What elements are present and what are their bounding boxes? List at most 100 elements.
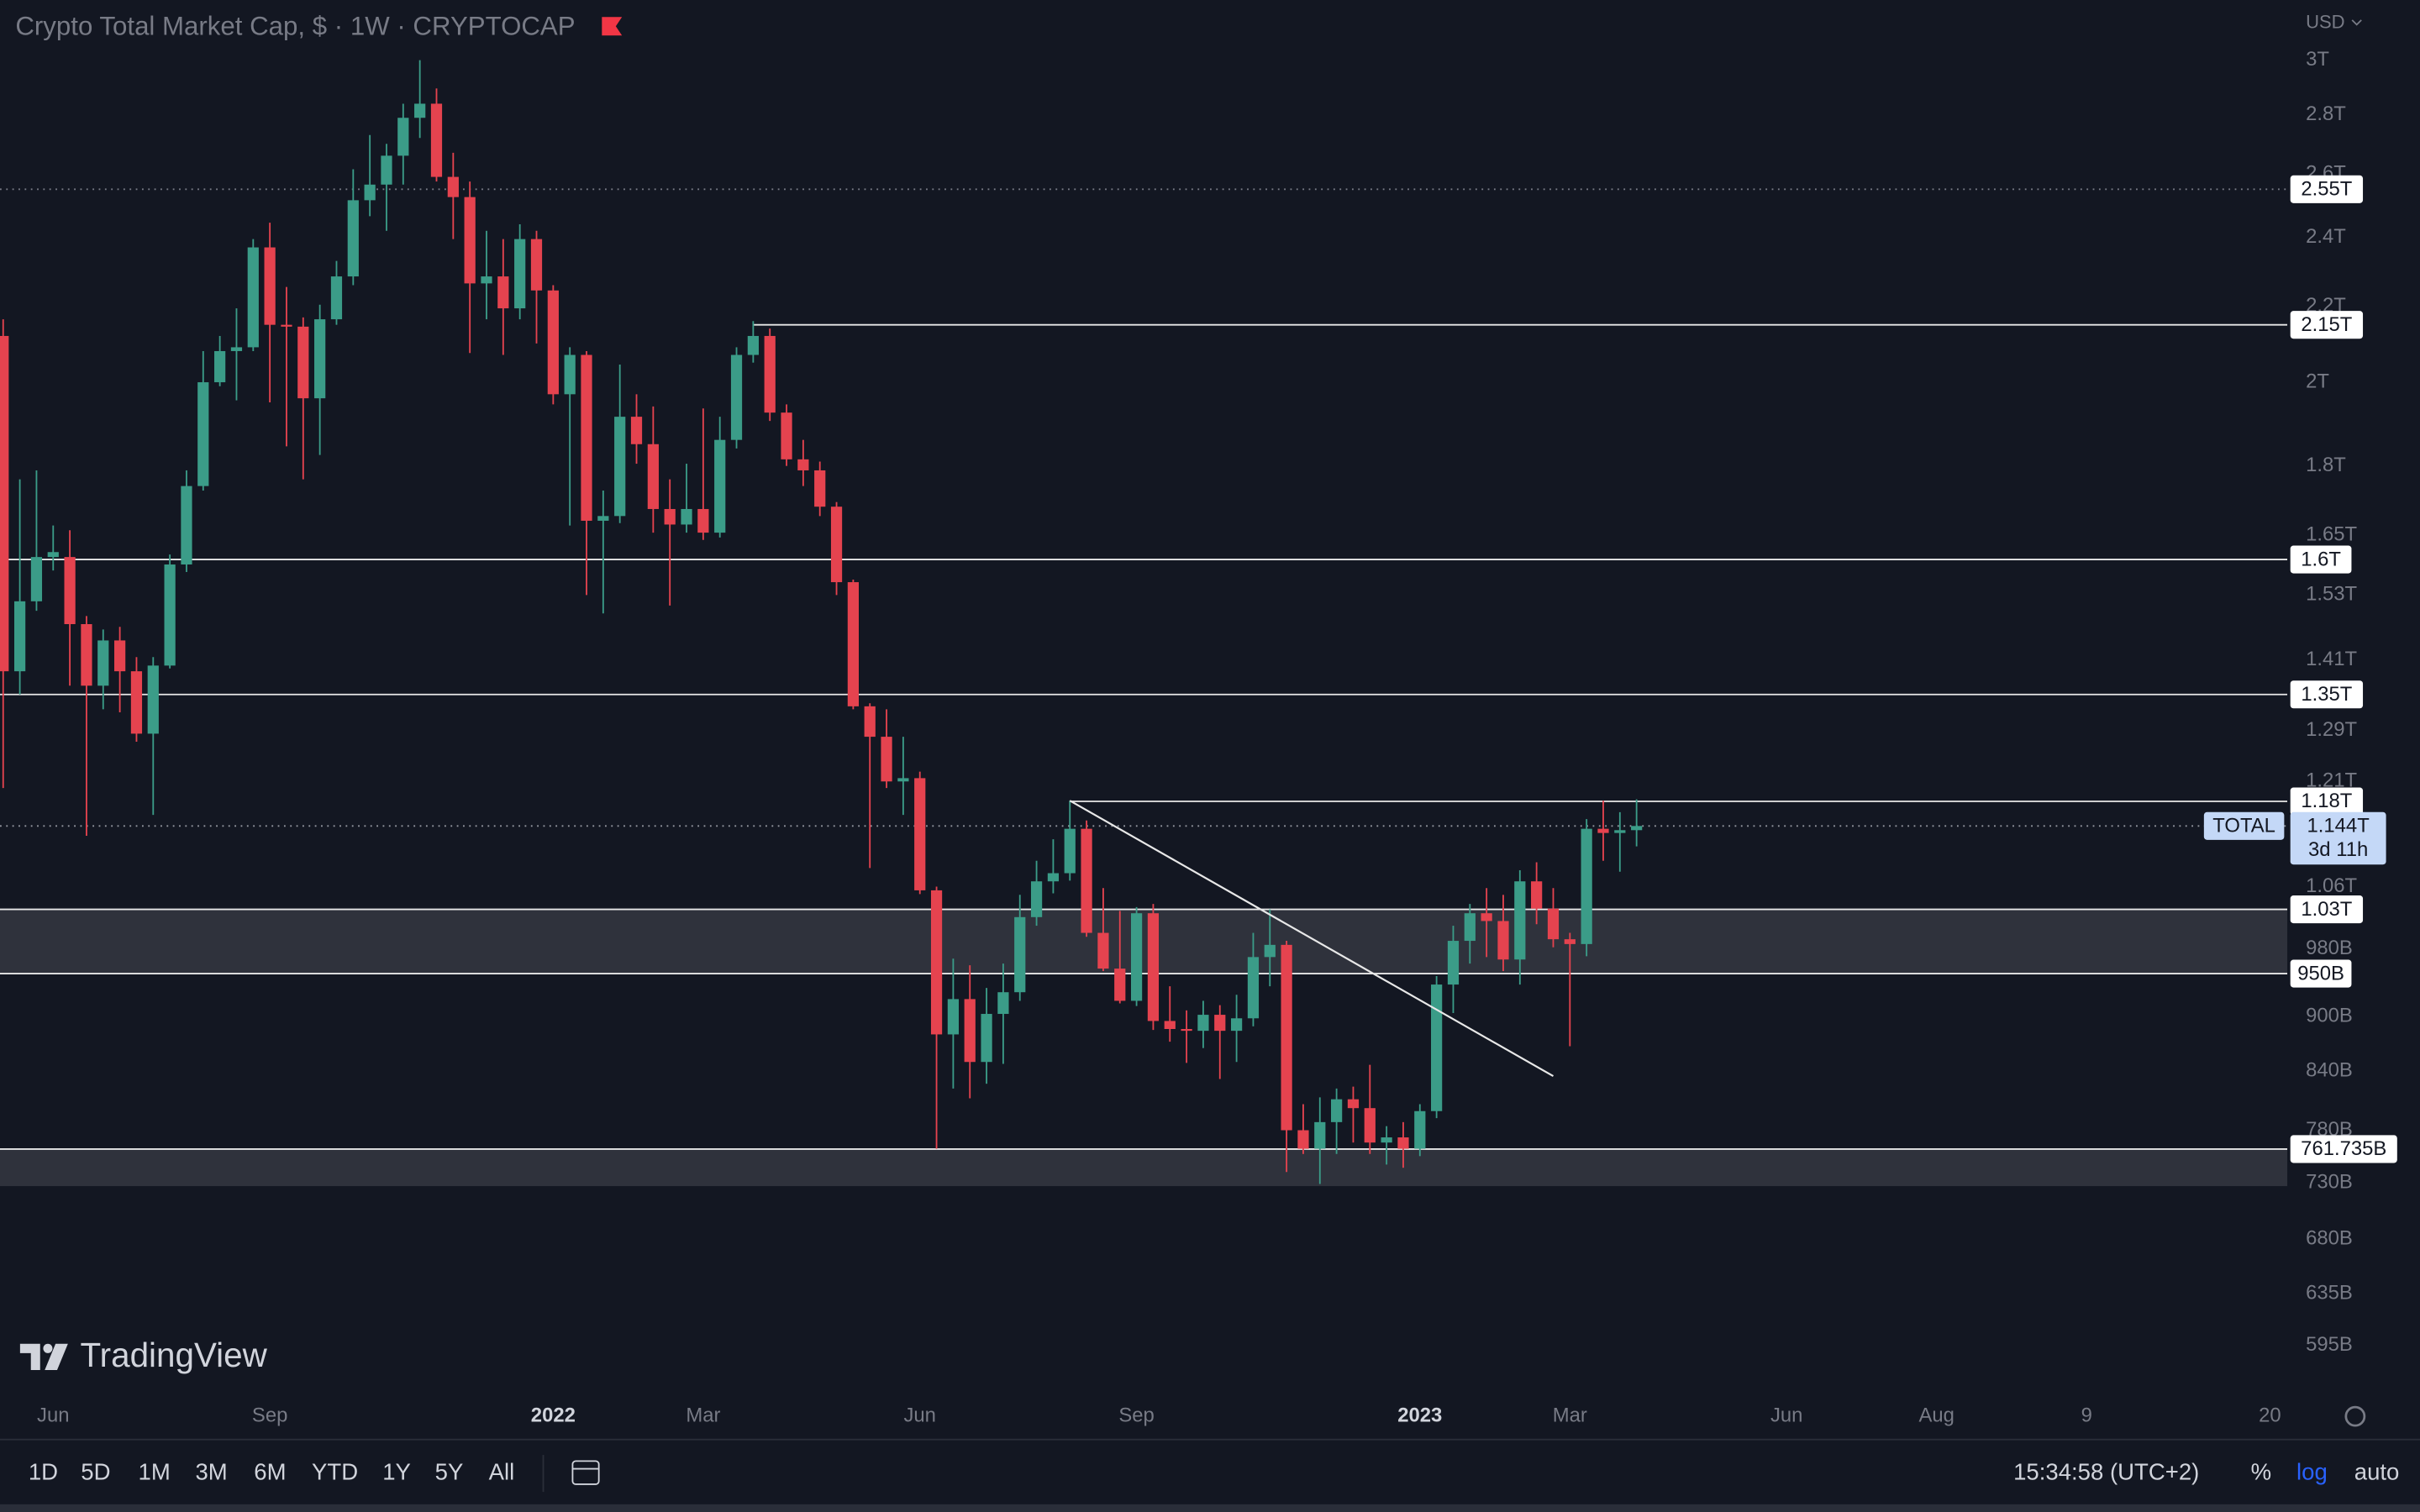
- candle-body: [281, 324, 292, 327]
- candle-body: [247, 247, 259, 348]
- range-button[interactable]: 3M: [195, 1458, 227, 1484]
- x-tick-label: 2023: [1397, 1404, 1442, 1426]
- symbol-box: [2203, 811, 2285, 840]
- candle-body: [1481, 913, 1492, 921]
- y-tick-label: 680B: [2306, 1227, 2353, 1250]
- y-tick-label: 2.8T: [2306, 102, 2346, 125]
- calendar-icon[interactable]: [571, 1460, 600, 1485]
- candle-body: [714, 439, 726, 533]
- candle-body: [64, 557, 76, 624]
- candle-body: [1130, 913, 1143, 1001]
- x-tick-label: Mar: [1553, 1404, 1587, 1426]
- logo-mark: [19, 1343, 40, 1371]
- candle-body: [897, 778, 909, 782]
- range-button[interactable]: 1D: [29, 1458, 58, 1484]
- level-label-box: [2290, 895, 2364, 924]
- chevron: [2351, 19, 2362, 26]
- candle-body: [997, 992, 1009, 1015]
- candle-body: [1147, 913, 1160, 1021]
- candle-body: [647, 444, 659, 509]
- settings-icon[interactable]: [2344, 1405, 2366, 1427]
- trendline: [1069, 800, 1555, 1078]
- range-button[interactable]: YTD: [312, 1458, 358, 1484]
- candle-body: [481, 276, 492, 284]
- y-tick-label: 1.65T: [2306, 522, 2357, 545]
- candle-body: [864, 706, 876, 738]
- candle-body: [464, 197, 476, 284]
- y-tick-label: 980B: [2306, 937, 2353, 959]
- candle-body: [1614, 830, 1626, 833]
- clock: 15:34:58 (UTC+2): [2013, 1458, 2199, 1484]
- candle-body: [781, 412, 792, 459]
- last-price-label: 1.144T: [2307, 815, 2370, 837]
- candle-body: [214, 350, 226, 383]
- range-button[interactable]: 1M: [139, 1458, 171, 1484]
- x-tick-label: Sep: [252, 1404, 287, 1426]
- y-tick-label: 1.53T: [2306, 583, 2357, 606]
- candle-body: [397, 118, 409, 156]
- candle-body: [1447, 941, 1460, 985]
- candle-body: [581, 354, 592, 521]
- percent-toggle[interactable]: %: [2251, 1458, 2272, 1484]
- candle-body: [114, 640, 126, 672]
- range-button[interactable]: 1Y: [382, 1458, 411, 1484]
- candle-body: [1431, 984, 1443, 1111]
- range-button[interactable]: 5D: [81, 1458, 110, 1484]
- candle-body: [497, 276, 509, 309]
- candle-body: [297, 326, 309, 399]
- candle-body: [1464, 913, 1476, 942]
- candle-body: [130, 671, 143, 734]
- zone: [0, 1148, 2288, 1187]
- candle-body: [747, 335, 759, 355]
- candle-body: [1547, 908, 1560, 940]
- chart-title: Crypto Total Market Cap, $ · 1W · CRYPTO…: [15, 11, 575, 40]
- log-toggle[interactable]: log: [2296, 1458, 2328, 1484]
- level-label: 1.6T: [2301, 548, 2341, 570]
- candle-body: [1281, 944, 1292, 1131]
- x-tick-label: Jun: [903, 1404, 935, 1426]
- y-tick-label: 2.4T: [2306, 225, 2346, 248]
- level-label-box: [2290, 959, 2352, 988]
- candle-body: [164, 564, 176, 666]
- x-tick-label: Mar: [686, 1404, 720, 1426]
- level-label: 761.735B: [2301, 1137, 2386, 1160]
- candle-body: [264, 247, 276, 325]
- range-button[interactable]: All: [489, 1458, 515, 1484]
- candle-body: [47, 552, 59, 558]
- level-label-box: [2290, 175, 2364, 203]
- candle-body: [1264, 944, 1276, 958]
- candle-body: [1097, 932, 1109, 969]
- candle-body: [0, 335, 9, 672]
- level-label: 2.55T: [2301, 178, 2352, 201]
- candle-body: [764, 335, 776, 413]
- candle-body: [1631, 826, 1643, 831]
- candle-body: [230, 347, 243, 351]
- flag-icon: [602, 17, 623, 36]
- candle-body: [197, 382, 209, 486]
- candle-body: [914, 778, 926, 890]
- candle-body: [1214, 1015, 1226, 1032]
- auto-toggle[interactable]: auto: [2354, 1458, 2400, 1484]
- candle-body: [1030, 881, 1043, 917]
- calendar-frame: [571, 1460, 600, 1485]
- candle-body: [1381, 1137, 1392, 1143]
- y-tick-label: 840B: [2306, 1059, 2353, 1082]
- range-button[interactable]: 6M: [254, 1458, 286, 1484]
- currency-selector[interactable]: USD: [2306, 11, 2345, 32]
- candle-body: [1414, 1110, 1426, 1149]
- y-tick-label: 595B: [2306, 1333, 2353, 1356]
- candle-body: [547, 290, 559, 395]
- level-label-box: [2290, 545, 2352, 574]
- candle-body: [697, 508, 709, 533]
- range-button[interactable]: 5Y: [435, 1458, 464, 1484]
- candle-body: [881, 737, 892, 782]
- y-tick-label: 635B: [2306, 1281, 2353, 1304]
- candle-body: [947, 999, 960, 1035]
- candle-body: [364, 184, 376, 201]
- candle-body: [81, 623, 92, 686]
- logo-dot: [43, 1343, 53, 1353]
- y-tick-label: 3T: [2306, 48, 2329, 71]
- y-tick-label: 1.29T: [2306, 718, 2357, 741]
